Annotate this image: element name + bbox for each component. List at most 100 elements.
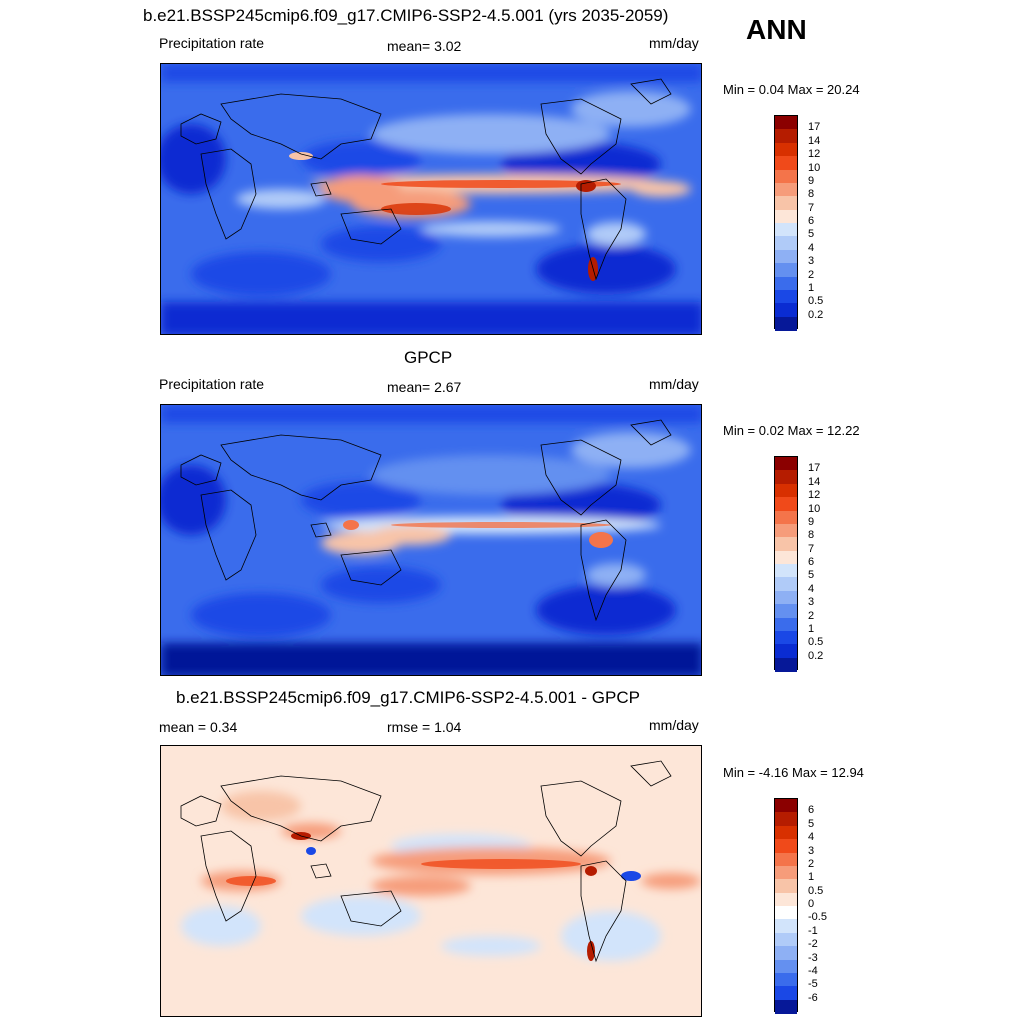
diff-colorbar-tick-label: 0.5 xyxy=(808,884,824,897)
diff-colorbar-tick-label: 3 xyxy=(808,844,815,857)
obs-colorbar-tick-label: 0.5 xyxy=(808,636,824,649)
obs-colorbar-tick-label: 14 xyxy=(808,475,821,488)
diff-colorbar-segment xyxy=(775,906,797,920)
obs-colorbar-tick-label: 10 xyxy=(808,502,821,515)
model-precip-map xyxy=(160,63,702,335)
obs-map-svg xyxy=(161,405,701,675)
model-units-label: mm/day xyxy=(649,35,699,51)
obs-variable-label: Precipitation rate xyxy=(159,376,265,392)
obs-colorbar-segment xyxy=(775,564,797,578)
model-colorbar-segment xyxy=(775,169,797,184)
model-colorbar-segment xyxy=(775,236,797,251)
obs-colorbar-tick-label: 1 xyxy=(808,622,815,635)
model-panel-title: b.e21.BSSP245cmip6.f09_g17.CMIP6-SSP2-4.… xyxy=(143,6,669,25)
diff-colorbar-tick-label: -1 xyxy=(808,924,818,937)
model-colorbar-segment xyxy=(775,316,797,331)
diff-colorbar-tick-label: -3 xyxy=(808,951,818,964)
model-colorbar-tick-label: 7 xyxy=(808,201,815,214)
model-map-svg xyxy=(161,64,701,334)
obs-colorbar-segment xyxy=(775,550,797,565)
diff-colorbar-segment xyxy=(775,852,797,867)
obs-colorbar-tick-label: 4 xyxy=(808,582,815,595)
obs-colorbar-tick-label: 9 xyxy=(808,515,815,528)
diff-colorbar-tick-label: 5 xyxy=(808,817,815,830)
obs-colorbar-segment xyxy=(775,657,797,672)
model-mean-label: mean= 3.02 xyxy=(387,38,462,54)
obs-units-label: mm/day xyxy=(649,376,699,392)
model-colorbar-tick-label: 6 xyxy=(808,215,815,227)
obs-coastlines xyxy=(180,419,672,622)
model-colorbar-tick-label: 8 xyxy=(808,188,815,201)
model-colorbar-tick-label: 0.2 xyxy=(808,308,824,321)
model-colorbar-segment xyxy=(775,223,797,237)
model-colorbar: 17 14 12 10 9 8 7 6 5 4 3 2 1 0.5 0.2 xyxy=(774,115,823,331)
diff-colorbar-segment xyxy=(775,799,797,813)
diff-colorbar-segment xyxy=(775,825,797,840)
model-colorbar-tick-label: 1 xyxy=(808,281,815,294)
obs-colorbar-tick-label: 2 xyxy=(808,609,815,622)
model-colorbar-tick-label: 17 xyxy=(808,121,821,134)
diff-precip-map xyxy=(160,745,702,1017)
model-colorbar-tick-label: 14 xyxy=(808,134,821,147)
diff-colorbar-tick-label: 2 xyxy=(808,857,815,870)
season-label: ANN xyxy=(746,14,807,45)
diff-mean-label: mean = 0.34 xyxy=(159,719,238,735)
model-colorbar-segment xyxy=(775,142,797,157)
diff-colorbar-tick-label: 4 xyxy=(808,831,815,844)
diff-map-svg xyxy=(161,746,701,1016)
obs-colorbar-segment xyxy=(775,483,797,498)
obs-colorbar-tick-label: 5 xyxy=(808,569,815,582)
diff-colorbar-tick-label: -2 xyxy=(808,938,818,951)
obs-mean-label: mean= 2.67 xyxy=(387,379,462,395)
obs-colorbar-segment xyxy=(775,457,797,471)
obs-colorbar-tick-label: 12 xyxy=(808,489,821,502)
model-colorbar-segment xyxy=(775,156,797,170)
diff-colorbar-segment xyxy=(775,959,797,974)
diff-colorbar-tick-label: -6 xyxy=(808,991,818,1004)
diff-colorbar-segment xyxy=(775,972,797,987)
model-colorbar-segment xyxy=(775,182,797,197)
model-colorbar-tick-label: 3 xyxy=(808,255,815,268)
diff-colorbar-segment xyxy=(775,932,797,947)
model-colorbar-segment xyxy=(775,209,797,224)
model-variable-label: Precipitation rate xyxy=(159,35,265,51)
obs-colorbar-tick-label: 7 xyxy=(808,542,815,555)
diff-rmse-label: rmse = 1.04 xyxy=(387,719,462,735)
obs-colorbar-segment xyxy=(775,497,797,511)
diff-colorbar-segment xyxy=(775,919,797,934)
diff-colorbar-tick-label: -4 xyxy=(808,964,818,977)
obs-colorbar-tick-label: 3 xyxy=(808,596,815,609)
diff-colorbar-segment xyxy=(775,839,797,853)
obs-colorbar-segment xyxy=(775,523,797,538)
diff-colorbar-segment xyxy=(775,812,797,827)
model-colorbar-segment xyxy=(775,116,797,130)
model-minmax-label: Min = 0.04 Max = 20.24 xyxy=(723,82,860,97)
model-colorbar-segment xyxy=(775,249,797,264)
model-colorbar-segment xyxy=(775,129,797,144)
model-colorbar-tick-label: 2 xyxy=(808,268,815,281)
diff-colorbar-segment xyxy=(775,892,797,907)
model-colorbar-segment xyxy=(775,276,797,291)
model-coastlines xyxy=(180,78,672,281)
obs-panel-title: GPCP xyxy=(404,348,453,367)
obs-colorbar-segment xyxy=(775,537,797,552)
diff-panel-title: b.e21.BSSP245cmip6.f09_g17.CMIP6-SSP2-4.… xyxy=(176,688,640,707)
model-colorbar-tick-label: 4 xyxy=(808,241,815,254)
diff-colorbar-tick-label: 1 xyxy=(808,871,815,884)
model-colorbar-tick-label: 10 xyxy=(808,161,821,174)
diff-colorbar-segment xyxy=(775,865,797,880)
diff-minmax-label: Min = -4.16 Max = 12.94 xyxy=(723,765,864,780)
diff-colorbar-tick-label: 0 xyxy=(808,898,815,910)
model-colorbar-tick-label: 12 xyxy=(808,148,821,161)
obs-colorbar-segment xyxy=(775,630,797,645)
diff-colorbar-tick-label: 6 xyxy=(808,804,815,817)
model-colorbar-tick-label: 5 xyxy=(808,228,815,241)
obs-colorbar-tick-label: 6 xyxy=(808,556,815,568)
obs-colorbar-segment xyxy=(775,577,797,592)
diff-colorbar-segment xyxy=(775,999,797,1014)
model-colorbar-segment xyxy=(775,303,797,318)
obs-colorbar-tick-label: 17 xyxy=(808,462,821,475)
model-colorbar-segment xyxy=(775,196,797,211)
obs-colorbar-segment xyxy=(775,617,797,632)
obs-colorbar: 17 14 12 10 9 8 7 6 5 4 3 2 1 0.5 0.2 xyxy=(774,456,823,672)
